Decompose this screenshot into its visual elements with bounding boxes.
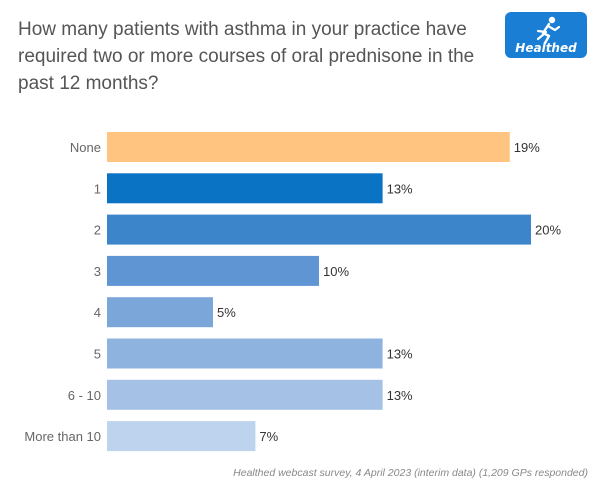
bar-3	[107, 255, 319, 286]
value-label-4: 5%	[217, 305, 236, 320]
category-label-1: 1	[94, 181, 101, 196]
category-label-6-10: 6 - 10	[68, 388, 101, 403]
category-label-more-than-10: More than 10	[24, 429, 101, 444]
source-footnote: Healthed webcast survey, 4 April 2023 (i…	[233, 467, 588, 479]
category-label-3: 3	[94, 264, 101, 279]
value-label-more-than-10: 7%	[259, 429, 278, 444]
category-label-none: None	[70, 140, 101, 155]
value-label-6-10: 13%	[387, 388, 413, 403]
category-label-5: 5	[94, 347, 101, 362]
bar-none	[107, 132, 510, 162]
healthed-logo: Healthed	[505, 12, 587, 58]
bar-2	[107, 214, 531, 245]
bar-4	[107, 297, 213, 328]
value-label-1: 13%	[387, 181, 413, 196]
value-label-2: 20%	[535, 223, 561, 238]
value-label-5: 13%	[387, 347, 413, 362]
category-label-4: 4	[94, 305, 101, 320]
value-label-3: 10%	[323, 264, 349, 279]
bar-6-10	[107, 379, 383, 410]
bar-1	[107, 173, 383, 204]
bar-5	[107, 338, 383, 369]
logo-text: Healthed	[515, 41, 577, 55]
chart-title: How many patients with asthma in your pr…	[18, 19, 475, 94]
bar-more-than-10	[107, 421, 256, 452]
value-label-none: 19%	[514, 140, 540, 155]
running-figure-icon	[536, 16, 561, 45]
category-label-2: 2	[94, 223, 101, 238]
